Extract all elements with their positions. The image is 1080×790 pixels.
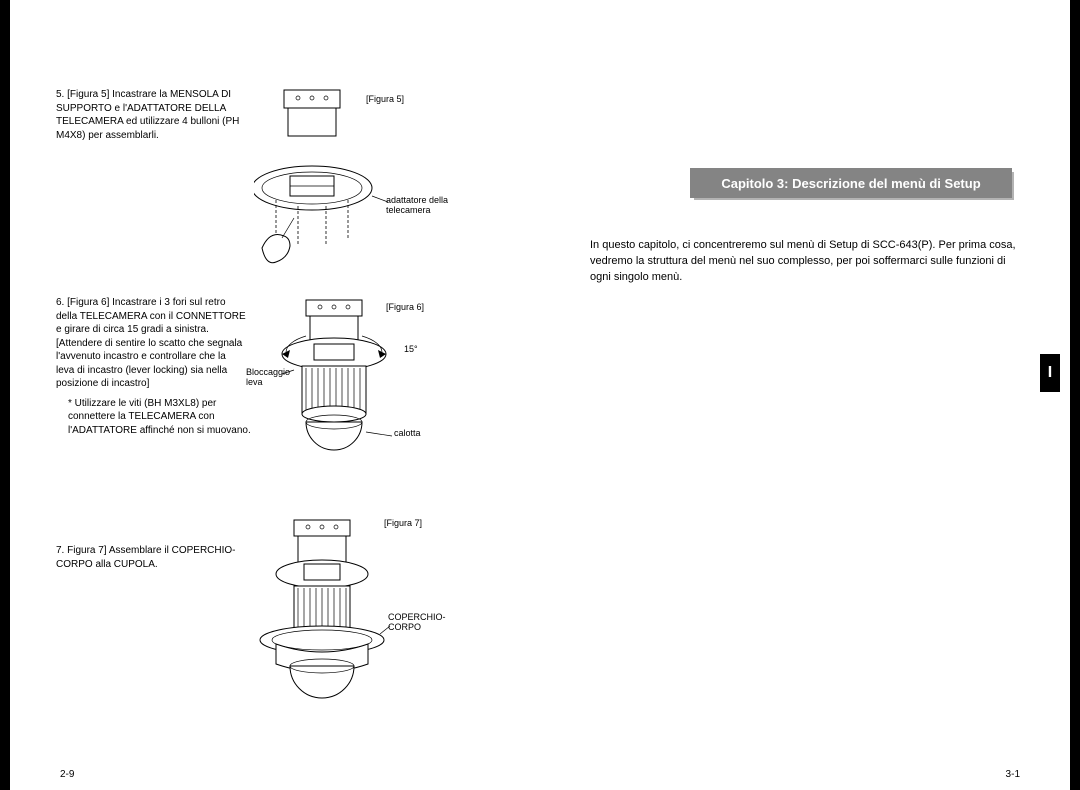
figure-6-angle-label: 15° bbox=[404, 344, 418, 354]
right-page: Capitolo 3: Descrizione del menù di Setu… bbox=[540, 0, 1070, 790]
chapter-title-box: Capitolo 3: Descrizione del menù di Setu… bbox=[690, 168, 1012, 198]
figure-5-adapter-label: adattatore della telecamera bbox=[386, 196, 456, 216]
right-page-number: 3-1 bbox=[1006, 769, 1020, 780]
page-spread: 5. [Figura 5] Incastrare la MENSOLA DI S… bbox=[0, 0, 1080, 790]
figure-5-caption: [Figura 5] bbox=[366, 94, 404, 104]
step-5-body: [Figura 5] Incastrare la MENSOLA DI SUPP… bbox=[56, 89, 239, 141]
step-6: 6. [Figura 6] Incastrare i 3 fori sul re… bbox=[56, 296, 496, 496]
side-tab: I bbox=[1040, 354, 1060, 392]
figure-6-calotta-label: calotta bbox=[394, 428, 421, 438]
step-7: 7. Figura 7] Assemblare il COPERCHIO-COR… bbox=[56, 514, 496, 724]
figure-6-block: [Figura 6] bbox=[246, 296, 446, 496]
figure-6-lock-label: Bloccaggio leva bbox=[246, 368, 294, 388]
left-content: 5. [Figura 5] Incastrare la MENSOLA DI S… bbox=[56, 88, 496, 742]
left-page: 5. [Figura 5] Incastrare la MENSOLA DI S… bbox=[10, 0, 540, 790]
figure-6-caption: [Figura 6] bbox=[386, 302, 424, 312]
step-5-num: 5. bbox=[56, 89, 64, 100]
left-border bbox=[0, 0, 10, 790]
step-6-text: 6. [Figura 6] Incastrare i 3 fori sul re… bbox=[56, 296, 254, 391]
step-7-body: Figura 7] Assemblare il COPERCHIO-CORPO … bbox=[56, 545, 236, 570]
step-5-text: 5. [Figura 5] Incastrare la MENSOLA DI S… bbox=[56, 88, 254, 142]
figure-6-svg bbox=[246, 296, 446, 496]
figure-5-block: [Figura 5] bbox=[254, 88, 454, 278]
figure-7-body-cover-label: COPERCHIO- CORPO bbox=[388, 612, 458, 633]
step-5: 5. [Figura 5] Incastrare la MENSOLA DI S… bbox=[56, 88, 496, 278]
chapter-title: Capitolo 3: Descrizione del menù di Setu… bbox=[690, 168, 1012, 198]
chapter-paragraph: In questo capitolo, ci concentreremo sul… bbox=[590, 238, 1020, 286]
step-6-note: * Utilizzare le viti (BH M3XL8) per conn… bbox=[56, 397, 266, 438]
figure-5-svg bbox=[254, 88, 454, 278]
step-6-body: [Figura 6] Incastrare i 3 fori sul retro… bbox=[56, 297, 246, 389]
step-7-text: 7. Figura 7] Assemblare il COPERCHIO-COR… bbox=[56, 544, 254, 571]
figure-7-caption: [Figura 7] bbox=[384, 518, 422, 528]
left-page-number: 2-9 bbox=[60, 769, 74, 780]
step-7-num: 7. bbox=[56, 545, 64, 556]
step-6-text-col: 6. [Figura 6] Incastrare i 3 fori sul re… bbox=[56, 296, 246, 437]
step-6-num: 6. bbox=[56, 297, 64, 308]
right-border bbox=[1070, 0, 1080, 790]
figure-7-block: [Figura 7] bbox=[254, 514, 454, 724]
